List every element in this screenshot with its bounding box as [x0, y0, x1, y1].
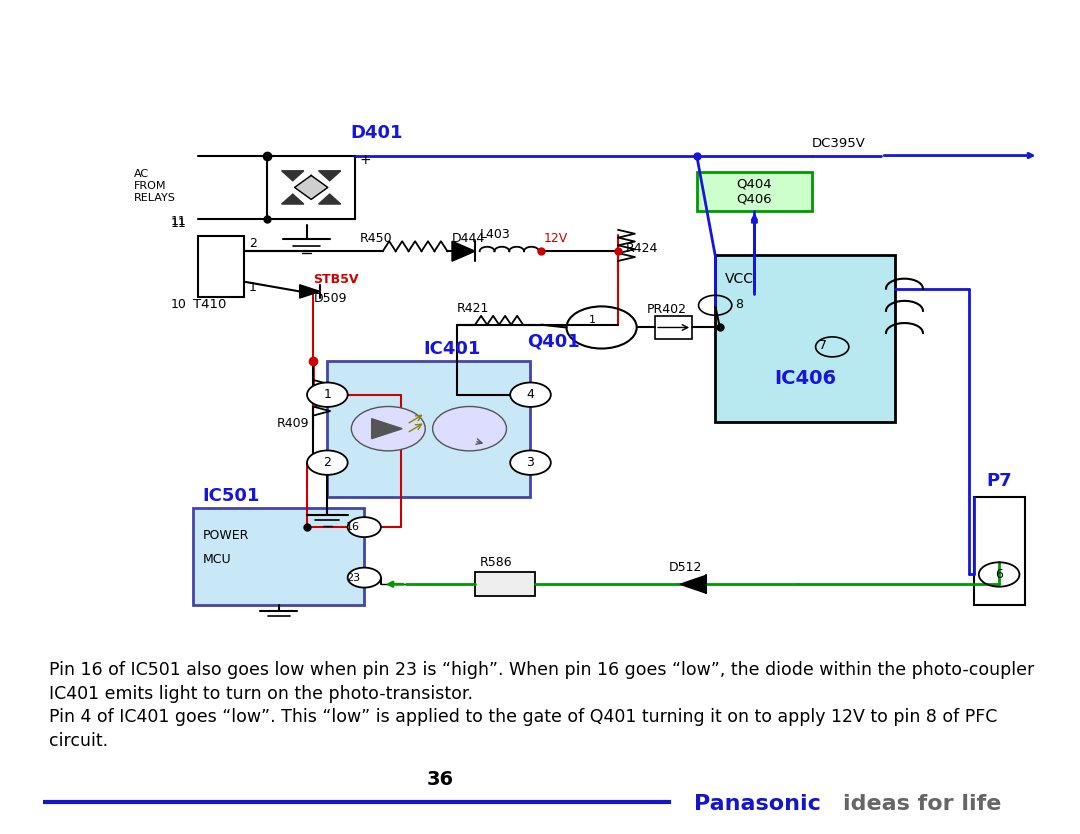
Text: Q401: Q401 — [527, 333, 580, 351]
Bar — [268, 156, 355, 219]
Text: D401: D401 — [350, 123, 403, 142]
Circle shape — [510, 450, 551, 475]
Bar — [475, 572, 535, 596]
Polygon shape — [299, 284, 320, 298]
Text: AC
FROM
RELAYS: AC FROM RELAYS — [134, 169, 175, 203]
Polygon shape — [453, 241, 475, 261]
Circle shape — [307, 450, 348, 475]
Text: MCU: MCU — [203, 553, 231, 566]
Text: 23: 23 — [347, 573, 361, 583]
Text: R586: R586 — [480, 556, 512, 570]
Text: 4: 4 — [527, 388, 535, 401]
Text: IC406: IC406 — [774, 369, 836, 389]
Text: 7: 7 — [819, 339, 827, 353]
Bar — [327, 361, 530, 496]
Text: PR402: PR402 — [647, 304, 687, 316]
Text: +: + — [360, 153, 372, 167]
Text: DC395V: DC395V — [812, 137, 866, 150]
Bar — [193, 508, 364, 605]
Polygon shape — [319, 194, 340, 204]
Text: R409: R409 — [276, 417, 309, 430]
Text: 1: 1 — [248, 281, 257, 294]
Circle shape — [307, 383, 348, 407]
Text: 11: 11 — [171, 214, 186, 228]
Text: R450: R450 — [360, 232, 392, 244]
Polygon shape — [282, 171, 303, 181]
Polygon shape — [372, 419, 402, 439]
Text: 6: 6 — [995, 568, 1003, 581]
Text: D509: D509 — [313, 292, 347, 305]
Text: IC401: IC401 — [423, 340, 481, 358]
Text: 12V: 12V — [543, 232, 568, 244]
Polygon shape — [319, 171, 340, 181]
Text: Pin 16 of IC501 also goes low when pin 23 is “high”. When pin 16 goes “low”, the: Pin 16 of IC501 also goes low when pin 2… — [49, 661, 1034, 750]
Bar — [974, 496, 1025, 605]
Text: T410: T410 — [193, 298, 227, 311]
Text: R421: R421 — [457, 302, 489, 314]
Text: 1: 1 — [589, 314, 596, 324]
Circle shape — [348, 568, 381, 588]
Text: 36: 36 — [427, 771, 455, 789]
Text: PFC Circuit: PFC Circuit — [428, 33, 652, 67]
Text: STB5V: STB5V — [313, 273, 359, 286]
Text: D512: D512 — [669, 561, 702, 575]
Text: 2: 2 — [323, 456, 332, 470]
Text: 3: 3 — [527, 456, 535, 470]
Bar — [715, 255, 895, 422]
Text: D444: D444 — [453, 232, 485, 244]
Text: Panasonic: Panasonic — [694, 794, 821, 813]
Text: P7: P7 — [986, 472, 1012, 490]
Text: ideas for life: ideas for life — [843, 794, 1001, 813]
Polygon shape — [282, 194, 303, 204]
Circle shape — [348, 517, 381, 537]
Bar — [198, 236, 244, 297]
Text: VCC: VCC — [725, 272, 754, 286]
Circle shape — [351, 406, 426, 451]
Text: 8: 8 — [735, 298, 743, 311]
Text: R424: R424 — [625, 243, 658, 255]
Text: POWER: POWER — [203, 529, 249, 542]
Text: IC501: IC501 — [203, 487, 260, 505]
Circle shape — [433, 406, 507, 451]
Polygon shape — [295, 175, 328, 199]
Bar — [697, 172, 812, 211]
Text: 2: 2 — [248, 237, 257, 250]
Text: 11: 11 — [171, 218, 186, 230]
Text: L403: L403 — [480, 229, 511, 241]
Circle shape — [510, 383, 551, 407]
Text: 1: 1 — [323, 388, 332, 401]
Polygon shape — [680, 575, 706, 593]
Text: Q404
Q406: Q404 Q406 — [737, 178, 772, 206]
Text: 10: 10 — [171, 298, 186, 311]
Bar — [656, 316, 692, 339]
Text: 16: 16 — [347, 522, 361, 532]
